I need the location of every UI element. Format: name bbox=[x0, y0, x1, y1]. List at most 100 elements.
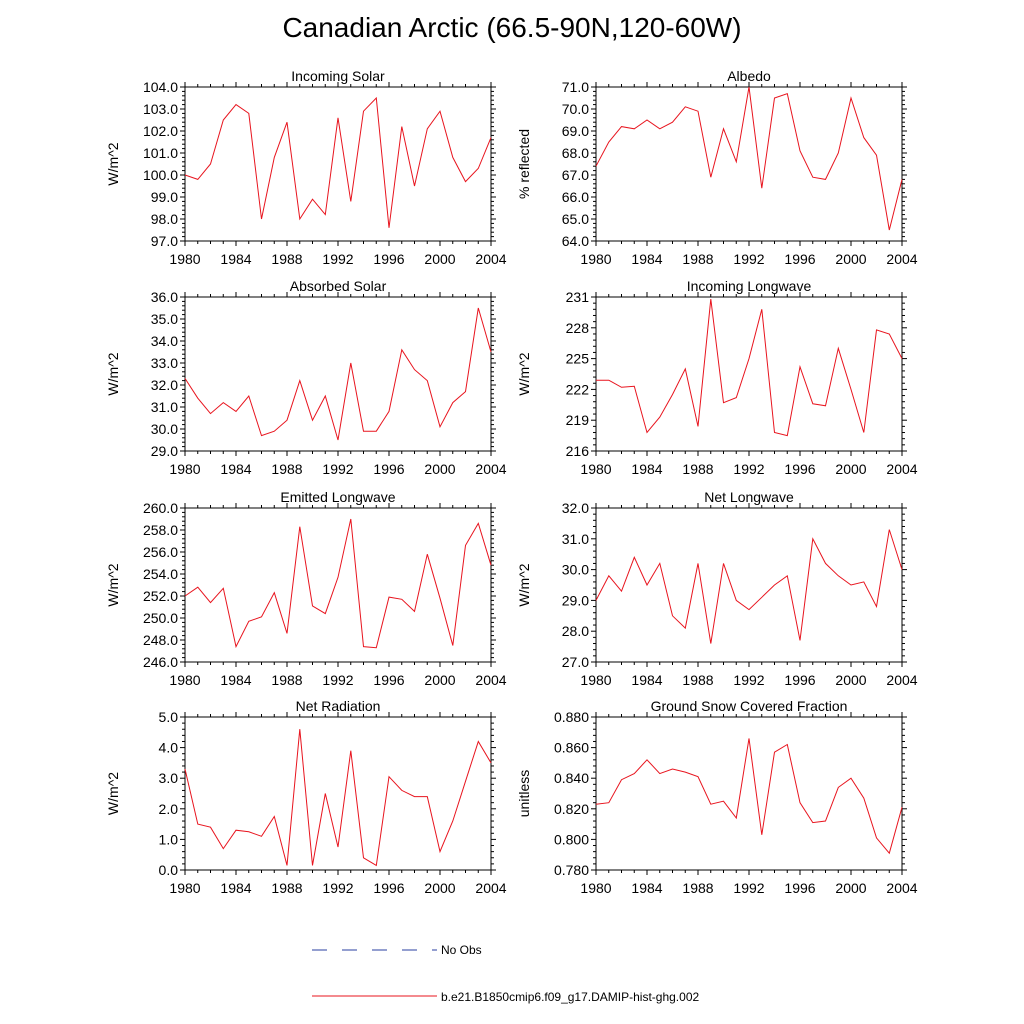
panel-title: Incoming Longwave bbox=[687, 278, 812, 294]
x-tick-label: 1980 bbox=[580, 672, 611, 688]
x-tick-label: 2004 bbox=[886, 461, 917, 477]
x-tick-label: 2000 bbox=[835, 461, 866, 477]
x-tick-label: 1984 bbox=[220, 251, 251, 267]
y-tick-label: 0.820 bbox=[554, 801, 589, 817]
x-tick-label: 2000 bbox=[424, 461, 455, 477]
x-tick-label: 2004 bbox=[886, 672, 917, 688]
y-tick-label: 68.0 bbox=[562, 145, 589, 161]
y-tick-label: 4.0 bbox=[159, 740, 179, 756]
y-tick-label: 0.860 bbox=[554, 740, 589, 756]
y-tick-label: 0.780 bbox=[554, 862, 589, 878]
x-tick-label: 1996 bbox=[784, 461, 815, 477]
panel-2: Absorbed Solar W/m^2 29.0 30.0 31.0 32.0 33.0 3… bbox=[105, 278, 507, 477]
panel-6: Net Radiation W/m^2 0.0 1.0 2.0 3.0 4.0 5.0 1980… bbox=[105, 698, 507, 896]
series-line bbox=[184, 307, 492, 441]
plot-frame bbox=[184, 296, 492, 452]
x-tick-label: 1980 bbox=[580, 251, 611, 267]
y-tick-label: 100.0 bbox=[143, 167, 178, 183]
x-tick-label: 1996 bbox=[784, 672, 815, 688]
y-tick-label: 5.0 bbox=[159, 709, 179, 725]
legend-label-no-obs: No Obs bbox=[441, 943, 482, 957]
y-tick-label: 216 bbox=[566, 443, 590, 459]
x-tick-label: 1980 bbox=[169, 461, 200, 477]
y-tick-label: 250.0 bbox=[143, 610, 178, 626]
x-tick-label: 1996 bbox=[373, 880, 404, 896]
y-tick-label: 67.0 bbox=[562, 167, 589, 183]
panel-title: Net Radiation bbox=[296, 698, 381, 714]
y-tick-label: 228 bbox=[566, 320, 590, 336]
x-tick-label: 1992 bbox=[733, 461, 764, 477]
y-tick-label: 231 bbox=[566, 289, 590, 305]
panel-0: Incoming Solar W/m^2 97.0 98.0 99.0 100.0 101.… bbox=[105, 68, 507, 267]
plot-frame bbox=[595, 507, 903, 663]
y-tick-label: 33.0 bbox=[151, 355, 178, 371]
x-tick-label: 2004 bbox=[475, 461, 506, 477]
y-tick-label: 222 bbox=[566, 381, 590, 397]
x-tick-label: 1988 bbox=[682, 880, 713, 896]
y-tick-label: 97.0 bbox=[151, 233, 178, 249]
x-tick-label: 1988 bbox=[682, 251, 713, 267]
plot-frame bbox=[184, 507, 492, 663]
y-tick-label: 29.0 bbox=[562, 592, 589, 608]
y-axis-label: W/m^2 bbox=[105, 142, 121, 185]
y-tick-label: 225 bbox=[566, 351, 590, 367]
plot-frame bbox=[595, 296, 903, 452]
y-tick-label: 30.0 bbox=[151, 421, 178, 437]
panel-3: Incoming Longwave W/m^2 216 219 222 225 228 231… bbox=[516, 278, 918, 477]
y-tick-label: 3.0 bbox=[159, 770, 179, 786]
x-tick-label: 1996 bbox=[373, 251, 404, 267]
y-tick-label: 36.0 bbox=[151, 289, 178, 305]
y-tick-label: 260.0 bbox=[143, 500, 178, 516]
panel-5: Net Longwave W/m^2 27.0 28.0 29.0 30.0 31.0 32.… bbox=[516, 489, 918, 688]
y-axis-label: W/m^2 bbox=[516, 563, 532, 606]
y-tick-label: 31.0 bbox=[562, 531, 589, 547]
x-tick-label: 1988 bbox=[271, 672, 302, 688]
x-tick-label: 2000 bbox=[424, 880, 455, 896]
page-title: Canadian Arctic (66.5-90N,120-60W) bbox=[282, 12, 742, 43]
y-tick-label: 0.840 bbox=[554, 770, 589, 786]
y-axis-label: unitless bbox=[516, 770, 532, 817]
x-tick-label: 1988 bbox=[682, 672, 713, 688]
y-tick-label: 66.0 bbox=[562, 189, 589, 205]
x-tick-label: 1996 bbox=[373, 672, 404, 688]
panel-7: Ground Snow Covered Fraction unitless 0.78… bbox=[516, 698, 918, 896]
y-tick-label: 0.0 bbox=[159, 862, 179, 878]
x-tick-label: 1984 bbox=[631, 880, 662, 896]
x-tick-label: 1992 bbox=[733, 251, 764, 267]
y-tick-label: 28.0 bbox=[562, 623, 589, 639]
y-axis-label: W/m^2 bbox=[105, 563, 121, 606]
y-tick-label: 64.0 bbox=[562, 233, 589, 249]
x-tick-label: 1988 bbox=[271, 880, 302, 896]
x-tick-label: 1984 bbox=[220, 672, 251, 688]
y-tick-label: 2.0 bbox=[159, 801, 179, 817]
y-tick-label: 29.0 bbox=[151, 443, 178, 459]
x-tick-label: 1980 bbox=[580, 880, 611, 896]
y-tick-label: 103.0 bbox=[143, 101, 178, 117]
plot-frame bbox=[595, 86, 903, 242]
x-tick-label: 2000 bbox=[835, 880, 866, 896]
x-tick-label: 1992 bbox=[322, 880, 353, 896]
x-tick-label: 1996 bbox=[784, 251, 815, 267]
x-tick-label: 1992 bbox=[322, 251, 353, 267]
y-tick-label: 32.0 bbox=[562, 500, 589, 516]
x-tick-label: 2004 bbox=[886, 251, 917, 267]
panel-4: Emitted Longwave W/m^2 246.0 248.0 250.0 252.… bbox=[105, 489, 507, 688]
y-tick-label: 219 bbox=[566, 412, 590, 428]
series-line bbox=[595, 86, 903, 231]
y-tick-label: 69.0 bbox=[562, 123, 589, 139]
x-tick-label: 1984 bbox=[631, 251, 662, 267]
x-tick-label: 1988 bbox=[682, 461, 713, 477]
x-tick-label: 1988 bbox=[271, 251, 302, 267]
y-tick-label: 98.0 bbox=[151, 211, 178, 227]
y-axis-label: W/m^2 bbox=[105, 352, 121, 395]
y-tick-label: 70.0 bbox=[562, 101, 589, 117]
series-line bbox=[596, 299, 903, 437]
x-tick-label: 2000 bbox=[835, 251, 866, 267]
y-tick-label: 30.0 bbox=[562, 562, 589, 578]
x-tick-label: 1992 bbox=[322, 461, 353, 477]
series-line bbox=[595, 738, 903, 855]
x-tick-label: 1980 bbox=[169, 880, 200, 896]
x-tick-label: 1992 bbox=[322, 672, 353, 688]
y-tick-label: 31.0 bbox=[151, 399, 178, 415]
